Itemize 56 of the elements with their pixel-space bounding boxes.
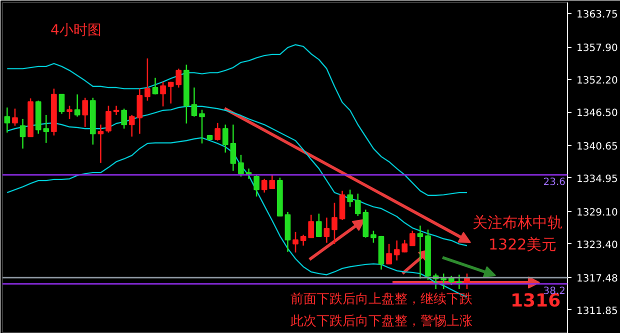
candlestick <box>440 272 447 290</box>
text: 4小时图 <box>50 22 102 38</box>
annotation: 前面下跌后向上盘整，继续下跌 <box>290 292 472 307</box>
candlestick <box>74 94 80 118</box>
y-tick-label: 1311.85 <box>576 306 618 317</box>
annotation: 23.6 <box>543 176 566 188</box>
candlestick <box>254 174 260 198</box>
candlestick <box>66 105 72 120</box>
y-tick-label: 1357.90 <box>576 43 618 54</box>
candlestick <box>20 118 26 150</box>
candlestick <box>12 108 18 126</box>
candlestick <box>339 190 346 221</box>
y-tick-label: 1317.48 <box>576 274 618 285</box>
candlestick <box>121 108 127 130</box>
candlestick <box>308 214 314 238</box>
candlestick <box>238 154 244 178</box>
annotation: 此次下跌后向下盘整，警惕上涨 <box>290 314 472 329</box>
candlestick <box>98 124 104 164</box>
y-tick-label: 1323.40 <box>576 240 618 251</box>
candlestick <box>4 106 10 134</box>
candlestick <box>58 94 65 114</box>
candlestick <box>324 217 330 244</box>
y-tick-label: 1334.95 <box>576 174 618 185</box>
y-tick-label: 1352.20 <box>576 76 618 87</box>
candlestick <box>386 243 392 265</box>
candlestick <box>222 124 228 154</box>
candlestick <box>191 86 198 118</box>
candlestick <box>106 105 112 134</box>
candlestick <box>370 230 376 244</box>
candlestick <box>144 58 150 102</box>
candlestick <box>199 109 205 144</box>
candlestick <box>292 231 298 254</box>
y-tick-label: 1329.10 <box>576 207 618 218</box>
candlestick <box>456 274 462 290</box>
candlestick <box>230 124 236 172</box>
candlestick <box>152 77 158 96</box>
candlestick <box>417 224 424 280</box>
candlestick <box>332 202 338 245</box>
candlestick <box>113 105 120 116</box>
candlestick <box>394 240 400 262</box>
candlestick <box>347 189 353 208</box>
text: 1322美元 <box>488 236 557 254</box>
text: 关注布林中轨 <box>472 214 562 232</box>
candlestick <box>82 97 88 128</box>
line-series <box>6 44 468 196</box>
candlestick <box>176 68 182 88</box>
candlestick <box>300 234 306 246</box>
candlestick <box>410 230 416 246</box>
candlestick <box>160 81 166 108</box>
candlestick <box>214 122 221 142</box>
candlestick <box>316 213 322 238</box>
candlestick <box>168 81 174 104</box>
y-tick-label: 1340.65 <box>576 141 618 152</box>
y-tick-label: 1363.75 <box>576 10 618 21</box>
y-tick-label: 1346.50 <box>576 108 618 120</box>
candlestick <box>402 239 408 254</box>
